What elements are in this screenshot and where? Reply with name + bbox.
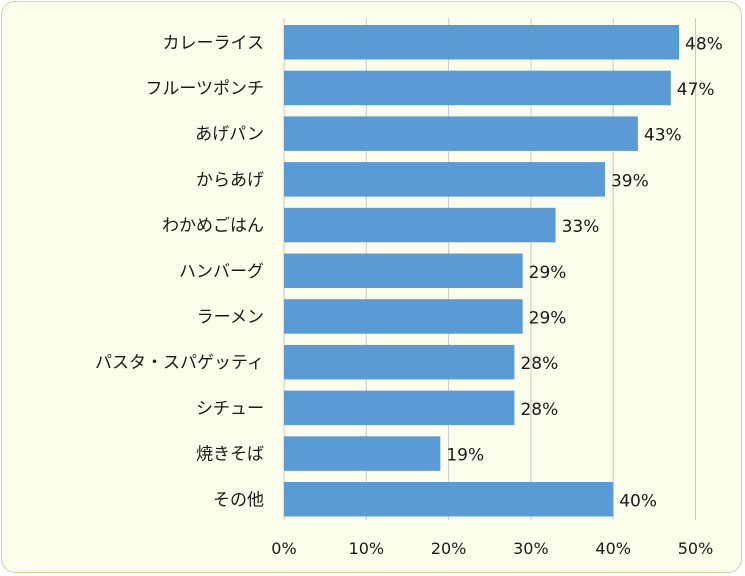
bar — [284, 482, 614, 517]
data-label: 43% — [644, 126, 682, 146]
category-label: シチュー — [196, 399, 264, 419]
category-label: ラーメン — [197, 307, 264, 327]
bar — [284, 70, 671, 106]
category-label: フルーツポンチ — [145, 79, 264, 99]
bar — [284, 436, 441, 471]
x-tick-label: 40% — [595, 539, 631, 558]
bar — [284, 116, 638, 151]
category-label: あげパン — [195, 125, 264, 145]
data-label: 47% — [677, 80, 715, 100]
category-label: からあげ — [196, 170, 264, 190]
data-label: 29% — [529, 308, 567, 328]
category-label: パスタ・スパゲッティ — [95, 353, 264, 373]
x-tick-label: 30% — [513, 539, 549, 558]
data-label: 29% — [529, 263, 567, 283]
category-label: その他 — [213, 490, 264, 510]
bar — [284, 162, 605, 197]
bar — [284, 390, 515, 426]
bar — [284, 253, 523, 288]
data-label: 40% — [619, 491, 657, 511]
data-label: 48% — [685, 34, 723, 54]
category-label: ハンバーグ — [179, 262, 264, 282]
data-label: 28% — [520, 354, 558, 374]
x-tick-label: 20% — [431, 539, 467, 558]
x-tick-label: 10% — [349, 539, 385, 558]
data-label: 28% — [520, 400, 558, 420]
category-label: カレーライス — [163, 33, 265, 53]
bar — [284, 344, 515, 380]
data-label: 19% — [446, 446, 484, 466]
category-label: わかめごはん — [162, 216, 264, 236]
bar — [284, 299, 523, 334]
bar — [284, 207, 556, 243]
category-label: 焼きそば — [196, 445, 264, 465]
bar — [284, 25, 680, 60]
data-label: 33% — [562, 217, 600, 237]
x-tick-label: 50% — [678, 539, 714, 558]
x-tick-label: 0% — [271, 539, 296, 558]
data-label: 39% — [611, 171, 649, 191]
